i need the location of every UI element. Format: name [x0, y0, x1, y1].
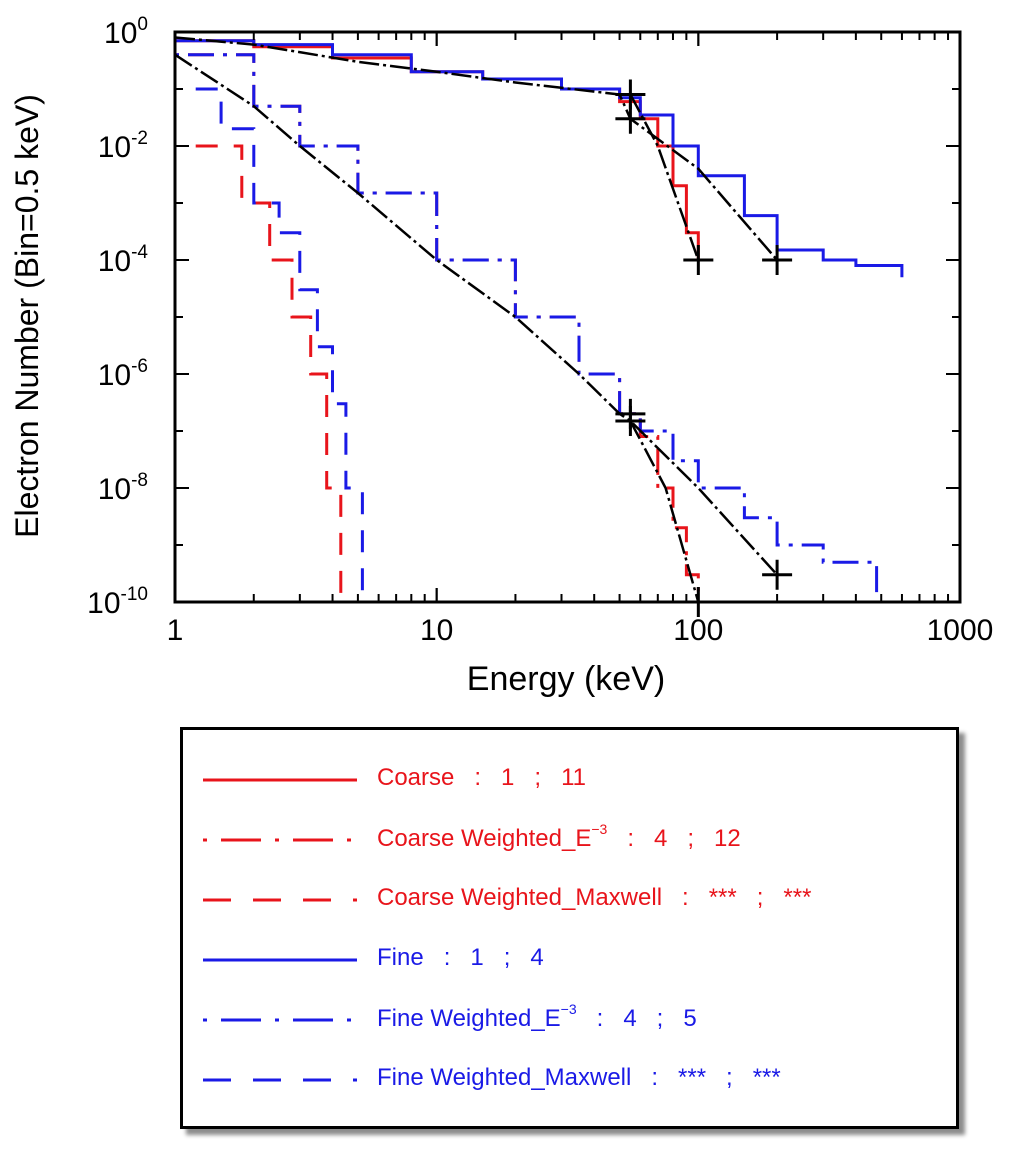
y-axis-label: Electron Number (Bin=0.5 keV)	[9, 94, 45, 538]
y-tick-label: 10-8	[98, 470, 148, 506]
legend-entry: Coarse : 1 ; 11	[199, 761, 959, 801]
y-tick-label: 100	[104, 14, 148, 50]
legend-swatch	[203, 778, 357, 782]
x-axis-label: Energy (keV)	[467, 660, 665, 698]
x-tick-label: 10	[420, 614, 453, 647]
series-fine	[175, 39, 904, 278]
y-tick-label: 10-6	[98, 356, 148, 392]
y-tick-label: 10-2	[98, 128, 148, 164]
legend-entry: Fine Weighted_E−3 : 4 ; 5	[199, 1001, 959, 1041]
legend-swatch	[203, 958, 357, 962]
tick-layer	[174, 31, 961, 603]
marker-layer	[615, 79, 793, 617]
series-layer	[175, 39, 904, 602]
break-marker	[762, 559, 793, 590]
legend-swatch	[203, 1078, 357, 1082]
legend-entry: Coarse Weighted_E−3 : 4 ; 12	[199, 821, 959, 861]
legend-label: Coarse Weighted_Maxwell : *** ; ***	[377, 884, 812, 911]
legend-label: Fine : 1 ; 4	[377, 944, 544, 971]
break-marker	[683, 245, 714, 275]
series-fine-weighted-e-3	[175, 53, 879, 602]
legend-label: Fine Weighted_E−3 : 4 ; 5	[377, 1001, 697, 1032]
fit-upper	[174, 36, 779, 261]
break-marker	[762, 245, 793, 275]
break-marker	[615, 405, 646, 436]
legend-entry: Coarse Weighted_Maxwell : *** ; ***	[199, 881, 959, 921]
legend: Coarse : 1 ; 11 Coarse Weighted_E−3 : 4 ;…	[180, 727, 959, 1129]
legend-entry: Fine Weighted_Maxwell : *** ; ***	[199, 1061, 959, 1101]
fit-lower-coarse	[629, 420, 700, 603]
legend-entry: Fine : 1 ; 4	[199, 941, 959, 981]
legend-label: Coarse : 1 ; 11	[377, 764, 586, 791]
x-tick-label: 1000	[927, 614, 994, 647]
y-tick-labels: 100 10-2 10-4 10-6 10-8 10-10	[87, 14, 148, 620]
x-tick-label: 1	[167, 614, 184, 647]
legend-swatch	[203, 1018, 357, 1022]
series-coarse-weighted-maxwell	[195, 144, 343, 602]
fit-lower	[174, 53, 779, 576]
fit-upper-coarse	[629, 93, 700, 261]
series-coarse-weighted-e-3	[175, 53, 700, 602]
break-marker	[615, 103, 646, 134]
legend-swatch	[203, 898, 357, 902]
series-fine-weighted-maxwell	[195, 87, 364, 602]
y-tick-label: 10-4	[98, 242, 149, 278]
legend-label: Coarse Weighted_E−3 : 4 ; 12	[377, 821, 741, 852]
chart-canvas: 1 10 100 1000 100 10-2 10-4 10-6 10-8 10-10 Ener…	[9, 14, 994, 698]
fit-layer	[174, 36, 779, 603]
legend-label: Fine Weighted_Maxwell : *** ; ***	[377, 1064, 781, 1091]
legend-swatch	[203, 838, 357, 842]
y-tick-label: 10-10	[87, 584, 148, 620]
x-tick-labels: 1 10 100 1000	[167, 614, 994, 647]
x-tick-label: 100	[673, 614, 723, 647]
